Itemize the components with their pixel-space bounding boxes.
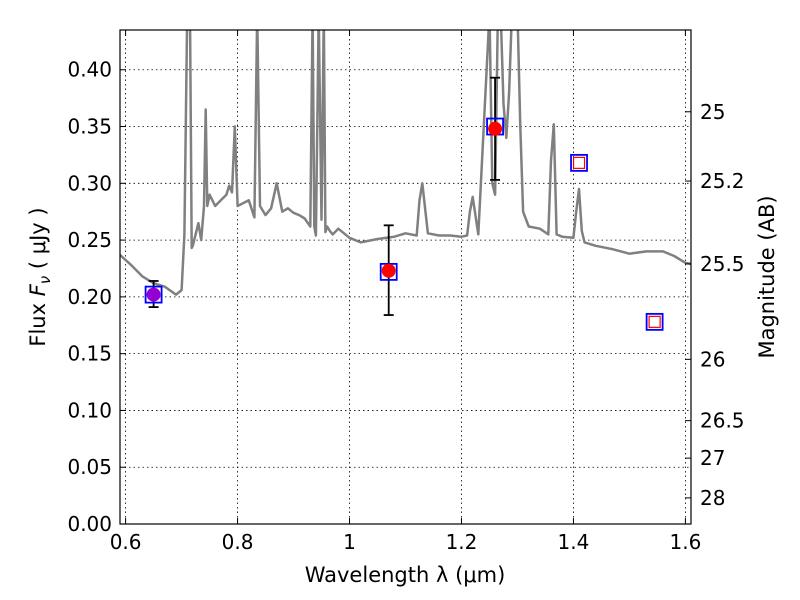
y2-tick-label: 25.2	[700, 169, 745, 193]
y2-tick-label: 27	[700, 446, 725, 470]
model-photometry-box	[144, 285, 163, 304]
y-tick-label: 0.20	[67, 285, 112, 309]
observed-point	[146, 287, 161, 302]
x-tick-label: 0.6	[110, 530, 142, 554]
y-tick-label: 0.15	[67, 342, 112, 366]
y-axis-label-suffix: ( μJy )	[26, 207, 50, 275]
y2-tick-label: 25.5	[700, 252, 745, 276]
y-tick-label: 0.10	[67, 398, 112, 422]
plot-frame	[119, 29, 692, 525]
ticks	[120, 30, 691, 525]
x-tick-label: 1.4	[558, 530, 590, 554]
model-photometry-box	[570, 153, 588, 172]
y-axis-label-symbol: F	[26, 283, 50, 296]
y-axis-label-prefix: Flux	[26, 296, 50, 346]
observed-point	[488, 121, 503, 136]
x-axis-label: Wavelength λ (μm)	[305, 563, 506, 587]
model-spectrum-line	[120, 30, 691, 296]
y2-tick-label: 28	[700, 486, 725, 510]
y-tick-label: 0.40	[67, 58, 112, 82]
y-tick-label: 0.05	[67, 455, 112, 479]
x-tick-label: 1.2	[446, 530, 478, 554]
y-tick-label: 0.30	[67, 171, 112, 195]
plot-background	[120, 30, 691, 524]
y2-tick-label: 26.5	[700, 409, 745, 433]
y-tick-label: 0.00	[67, 512, 112, 536]
x-tick-label: 0.8	[222, 530, 254, 554]
y-tick-label: 0.35	[67, 115, 112, 139]
model-photometry-inner	[572, 156, 586, 169]
y-tick-label: 0.25	[67, 228, 112, 252]
model-photometry-inner	[648, 315, 661, 328]
x-tick-label: 1.6	[669, 530, 701, 554]
y-axis-label: Flux Fν ( μJy )	[26, 207, 54, 346]
tick-labels: 0.6 0.8 1 1.2 1.4 1.6 0.00 0.05 0.10 0.15 0.20 0.25…	[67, 58, 744, 554]
y2-tick-label: 25	[700, 100, 725, 124]
y2-axis-label: Magnitude (AB)	[755, 195, 779, 358]
x-tick-label: 1	[343, 530, 356, 554]
y-axis-label-subscript: ν	[36, 276, 54, 284]
y2-tick-label: 26	[700, 347, 725, 371]
data-area	[120, 30, 691, 331]
model-photometry-box	[645, 312, 664, 331]
observed-point	[381, 263, 396, 278]
